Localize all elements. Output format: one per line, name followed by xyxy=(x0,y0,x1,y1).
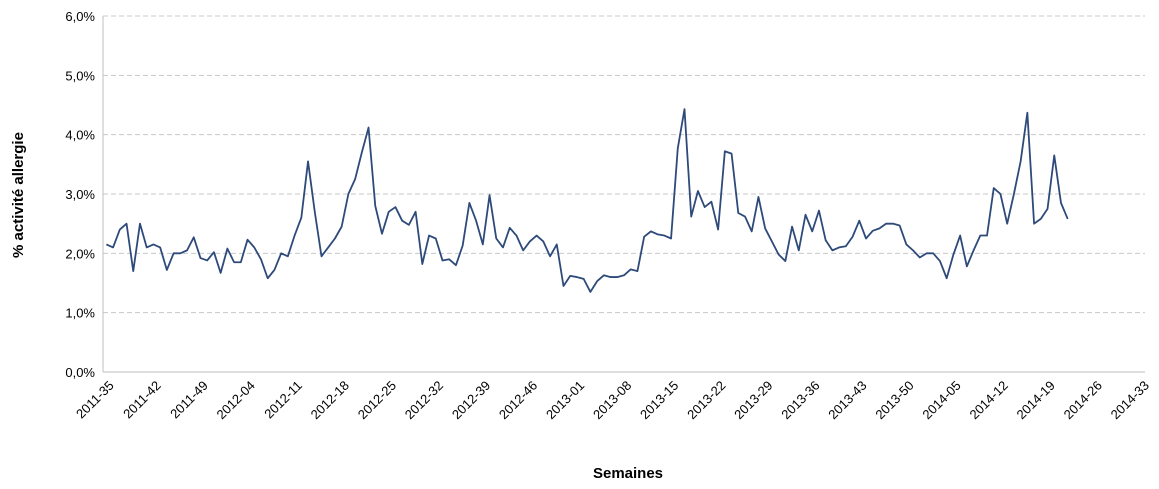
x-tick-label: 2012-18 xyxy=(308,378,352,422)
x-tick-label: 2011-35 xyxy=(73,378,117,422)
x-tick-label: 2013-08 xyxy=(590,378,634,422)
x-tick-label: 2013-43 xyxy=(825,378,869,422)
x-tick-label: 2014-19 xyxy=(1014,378,1058,422)
data-line xyxy=(105,108,1069,293)
x-tick-label: 2012-11 xyxy=(261,378,305,422)
x-tick-label: 2012-32 xyxy=(402,378,446,422)
x-tick-label: 2014-33 xyxy=(1108,378,1152,422)
y-tick-label: 0,0% xyxy=(65,365,95,380)
x-tick-label: 2013-29 xyxy=(731,378,775,422)
x-tick-label: 2011-49 xyxy=(167,378,211,422)
y-tick-label: 3,0% xyxy=(65,187,95,202)
x-tick-label: 2013-01 xyxy=(543,378,587,422)
y-tick-label: 6,0% xyxy=(65,9,95,24)
x-tick-label: 2012-04 xyxy=(214,378,258,422)
x-tick-label: 2013-15 xyxy=(637,378,681,422)
y-tick-label: 1,0% xyxy=(65,306,95,321)
y-tick-label: 5,0% xyxy=(65,68,95,83)
x-tick-label: 2014-05 xyxy=(919,378,963,422)
y-tick-label: 4,0% xyxy=(65,128,95,143)
x-axis-title: Semaines xyxy=(593,465,663,482)
x-tick-label: 2013-22 xyxy=(684,378,728,422)
x-tick-label: 2014-26 xyxy=(1061,378,1105,422)
y-tick-label: 2,0% xyxy=(65,246,95,261)
x-tick-label: 2012-46 xyxy=(496,378,540,422)
x-tick-label: 2011-42 xyxy=(120,378,164,422)
x-tick-label: 2013-36 xyxy=(778,378,822,422)
x-tick-label: 2012-25 xyxy=(355,378,399,422)
x-tick-label: 2012-39 xyxy=(449,378,493,422)
x-tick-label: 2013-50 xyxy=(872,378,916,422)
y-axis-title: % activité allergie xyxy=(10,132,27,258)
x-tick-label: 2014-12 xyxy=(966,378,1010,422)
